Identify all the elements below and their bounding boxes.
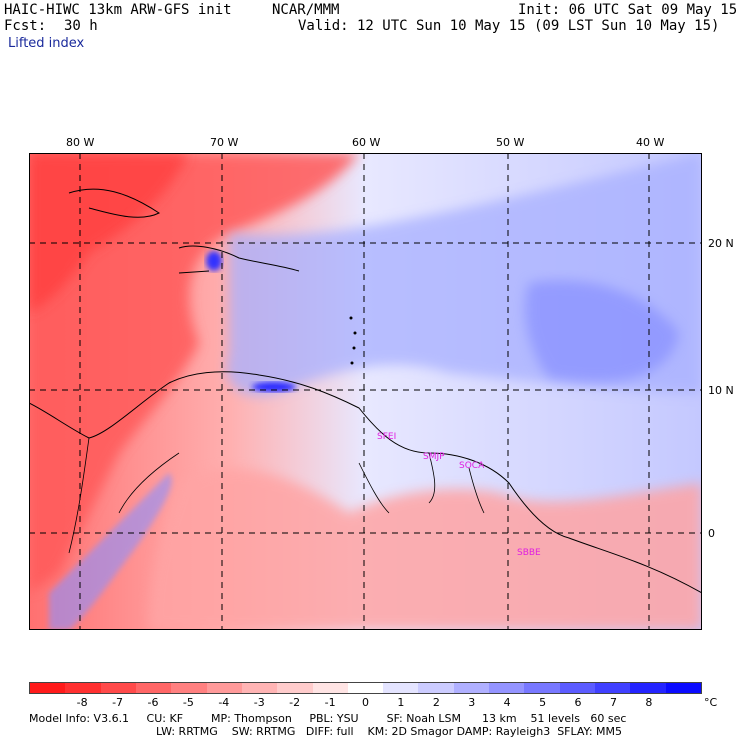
colorbar-tick-label: 1 — [397, 696, 405, 709]
colorbar-swatch — [524, 683, 560, 693]
lat-label-10n: 10 N — [708, 384, 734, 397]
colorbar-tick-label: -7 — [112, 696, 124, 709]
colorbar-swatch — [630, 683, 666, 693]
unstable-region-caribbean — [29, 153, 359, 593]
station-sfei: SFEI — [377, 432, 396, 442]
colorbar-swatch — [206, 683, 242, 693]
init-time: Init: 06 UTC Sat 09 May 15 — [518, 2, 738, 18]
forecast-hour: 30 h — [64, 18, 98, 34]
colorbar-swatch — [135, 683, 172, 693]
colorbar-swatch — [418, 683, 454, 693]
colorbar-tick-label: -8 — [76, 696, 88, 709]
colorbar-tick-label: 8 — [645, 696, 653, 709]
colorbar-swatch — [665, 683, 701, 693]
colorbar-swatch — [312, 683, 348, 693]
coastline-hispaniola — [178, 245, 300, 274]
colorbar-tick-label: -6 — [147, 696, 159, 709]
unstable-region-south-america — [149, 468, 702, 630]
stable-core — [525, 280, 679, 383]
colorbar-swatch — [65, 683, 101, 693]
colorbar-tick-label: 6 — [574, 696, 582, 709]
colorbar-tick-label: -2 — [289, 696, 301, 709]
colorbar-tick-label: 4 — [503, 696, 511, 709]
colorbar-tick-label: -4 — [218, 696, 230, 709]
lon-label-70w: 70 W — [210, 136, 239, 149]
colorbar-swatch — [383, 683, 419, 693]
island-4 — [350, 361, 354, 365]
colorbar-tick-label: 0 — [362, 696, 369, 709]
lat-label-eq: 0 — [708, 527, 715, 540]
colorbar-swatch — [347, 683, 384, 693]
colorbar-swatch — [559, 683, 595, 693]
stable-spot-hispaniola — [206, 251, 222, 271]
org-label: NCAR/MMM — [272, 2, 340, 18]
island-3 — [352, 346, 356, 350]
field-name: Lifted index — [8, 36, 85, 51]
colorbar-ticks: -8 -7 -6 -5 -4 -3 -2 -1 0 1 2 3 4 5 6 7 8 °C — [29, 696, 719, 710]
colorbar-tick-label: -5 — [182, 696, 194, 709]
colorbar-tick-label: 7 — [609, 696, 617, 709]
colorbar-swatch — [30, 683, 66, 693]
colorbar-unit: °C — [704, 696, 718, 709]
colorbar-swatch — [489, 683, 525, 693]
model-info-line2: LW: RRTMG SW: RRTMG DIFF: full KM: 2D Sm… — [156, 725, 622, 738]
valid-time: Valid: 12 UTC Sun 10 May 15 (09 LST Sun … — [298, 18, 720, 34]
colorbar-tick-label: 3 — [468, 696, 476, 709]
colorbar-tick-label: -3 — [253, 696, 265, 709]
colorbar-tick-label: 2 — [432, 696, 440, 709]
colorbar-swatch — [453, 683, 490, 693]
lon-label-60w: 60 W — [352, 136, 381, 149]
station-sbbe: SBBE — [517, 548, 541, 558]
forecast-label: Fcst: — [4, 18, 47, 34]
island-1 — [349, 316, 353, 320]
island-2 — [353, 331, 357, 335]
lifted-index-map: SFEI SMJP SOCA SBBE — [29, 153, 702, 630]
colorbar — [29, 682, 702, 694]
colorbar-tick-label: -1 — [324, 696, 336, 709]
lon-label-40w: 40 W — [636, 136, 665, 149]
colorbar-tick-label: 5 — [539, 696, 547, 709]
lon-label-80w: 80 W — [66, 136, 95, 149]
country-borders — [358, 452, 485, 514]
lon-label-50w: 50 W — [496, 136, 525, 149]
coastline-cuba — [68, 188, 160, 218]
colorbar-swatch — [171, 683, 207, 693]
inland-borders — [68, 437, 180, 554]
model-info-line1: Model Info: V3.6.1 CU: KF MP: Thompson P… — [29, 712, 627, 725]
lat-lon-grid — [29, 153, 702, 630]
station-soca: SOCA — [459, 461, 485, 471]
lat-label-20n: 20 N — [708, 237, 734, 250]
coastline-south-america — [29, 371, 702, 594]
colorbar-swatch — [100, 683, 136, 693]
stable-andes-strip — [49, 473, 172, 630]
colorbar-swatch — [277, 683, 313, 693]
colorbar-swatch — [241, 683, 278, 693]
station-smjp: SMJP — [423, 452, 445, 462]
colorbar-swatch — [595, 683, 631, 693]
model-title: HAIC-HIWC 13km ARW-GFS init — [4, 2, 232, 18]
map-frame — [29, 153, 702, 630]
